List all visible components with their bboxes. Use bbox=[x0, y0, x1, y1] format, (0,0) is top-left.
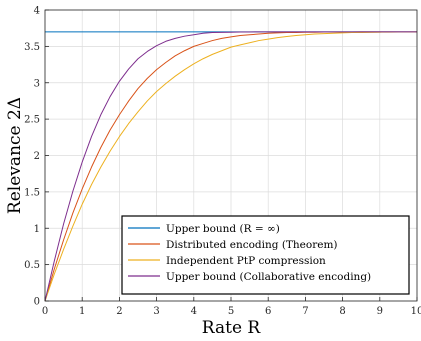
y-tick-label: 1.5 bbox=[24, 187, 40, 198]
x-tick-label: 0 bbox=[42, 306, 48, 317]
y-tick-label: 0 bbox=[34, 297, 40, 308]
y-tick-label: 2 bbox=[34, 151, 40, 162]
y-tick-label: 3 bbox=[34, 78, 40, 89]
x-tick-label: 2 bbox=[116, 306, 122, 317]
x-tick-label: 9 bbox=[377, 306, 383, 317]
x-tick-label: 4 bbox=[191, 306, 197, 317]
y-tick-label: 3.5 bbox=[24, 42, 40, 53]
series-line-4 bbox=[44, 31, 417, 302]
legend-entry-1: Upper bound (R = ∞) bbox=[166, 223, 280, 235]
series-lines bbox=[44, 31, 418, 302]
x-tick-label: 7 bbox=[302, 306, 308, 317]
x-tick-label: 1 bbox=[79, 306, 85, 317]
x-tick-label: 5 bbox=[228, 306, 234, 317]
legend-entry-3: Independent PtP compression bbox=[166, 255, 326, 267]
legend-entry-2: Distributed encoding (Theorem) bbox=[166, 239, 338, 251]
legend-entry-4: Upper bound (Collaborative encoding) bbox=[166, 271, 371, 283]
series-line-3 bbox=[44, 31, 418, 302]
legend: Upper bound (R = ∞) Distributed encoding … bbox=[121, 215, 410, 295]
y-axis-label: Relevance 2Δ bbox=[5, 97, 25, 214]
y-tick-label: 4 bbox=[34, 6, 40, 17]
y-tick-label: 0.5 bbox=[24, 260, 40, 271]
x-tick-label: 10 bbox=[411, 306, 421, 317]
legend-box bbox=[121, 215, 410, 295]
x-axis-label: Rate R bbox=[202, 318, 262, 338]
x-tick-label: 3 bbox=[153, 306, 159, 317]
y-tick-label: 1 bbox=[34, 224, 40, 235]
x-tick-label: 6 bbox=[265, 306, 271, 317]
axis-ticks: 0 1 2 3 4 5 6 7 8 9 10 0 0.5 1 1.5 2 2.5 3 3.5 4 bbox=[24, 6, 421, 318]
x-tick-label: 8 bbox=[339, 306, 345, 317]
y-tick-label: 2.5 bbox=[24, 115, 40, 126]
